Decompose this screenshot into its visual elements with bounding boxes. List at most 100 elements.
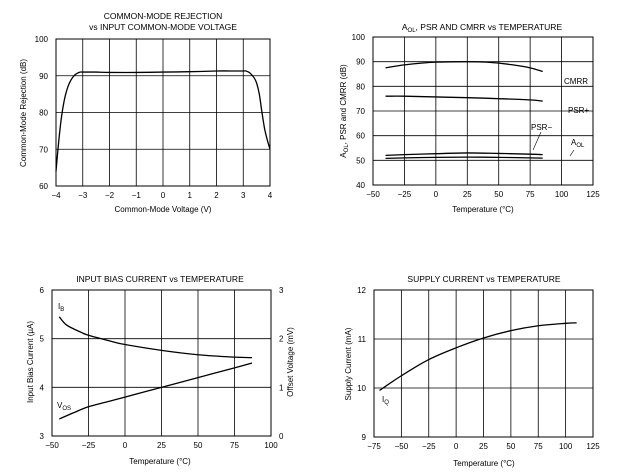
panel-aol-psr-cmrr: AOL, PSR AND CMRR vs TEMPERATURE −50 −25 0… xyxy=(339,22,600,214)
temp-plot-frame xyxy=(372,36,594,186)
bias-right-tick-label: 2 xyxy=(279,335,284,344)
cmr-x-tick-label: 3 xyxy=(241,191,246,200)
temp-y-axis-label: AOL, PSR and CMRR (dB) xyxy=(339,64,350,158)
bias-x-tick-label: −25 xyxy=(82,441,96,450)
ib-annotation: IB xyxy=(58,302,64,313)
panel-cmr: COMMON-MODE REJECTION vs INPUT COMMON-MO… xyxy=(19,11,273,214)
bias-right-tick-label: 1 xyxy=(279,383,284,392)
cmr-x-tick-label: 2 xyxy=(214,191,219,200)
psr-minus-annotation: PSR− xyxy=(531,123,552,132)
temp-y-tick-label: 100 xyxy=(352,33,366,42)
bias-y-tick-label: 5 xyxy=(40,335,45,344)
psr-minus-leader xyxy=(532,131,542,151)
cmr-y-tick-label: 90 xyxy=(39,72,48,81)
cmr-y-tick-label: 80 xyxy=(39,109,48,118)
bias-x-axis-label: Temperature (°C) xyxy=(129,457,191,466)
cmr-x-tick-label: −2 xyxy=(105,191,115,200)
cmr-x-axis-label: Common-Mode Voltage (V) xyxy=(115,205,212,214)
bias-x-tick-label: 50 xyxy=(194,441,203,450)
cmr-x-tick-label: 1 xyxy=(188,191,193,200)
iq-series-line xyxy=(379,322,577,391)
bias-title: INPUT BIAS CURRENT vs TEMPERATURE xyxy=(76,274,244,284)
bias-x-tick-label: 100 xyxy=(264,441,278,450)
temp-x-tick-label: 50 xyxy=(494,190,503,199)
aol-annotation: AOL xyxy=(571,138,585,149)
cmr-x-tick-label: 0 xyxy=(161,191,166,200)
iq-annotation: IQ xyxy=(382,395,389,406)
cmr-x-tick-label: −1 xyxy=(132,191,142,200)
bias-right-tick-labels: 0 1 2 3 xyxy=(279,286,284,441)
cmr-x-tick-labels: −4 −3 −2 −1 0 1 2 3 4 xyxy=(51,191,272,200)
supply-plot-frame xyxy=(373,289,594,438)
supply-y-axis-label: Supply Current (mA) xyxy=(344,327,353,400)
temp-x-axis-label: Temperature (°C) xyxy=(452,205,514,214)
bias-x-tick-label: 0 xyxy=(123,441,128,450)
temp-y-tick-label: 80 xyxy=(356,82,365,91)
supply-gridlines xyxy=(374,290,593,437)
temp-y-tick-label: 90 xyxy=(356,58,365,67)
temp-y-tick-label: 60 xyxy=(356,132,365,141)
temp-x-tick-labels: −50 −25 0 25 50 75 100 125 xyxy=(366,190,600,199)
vos-annotation: VOS xyxy=(57,401,71,412)
supply-x-tick-label: 0 xyxy=(454,442,459,451)
ib-series-line xyxy=(58,316,253,359)
cmr-y-tick-label: 100 xyxy=(35,35,49,44)
cmr-x-tick-label: 4 xyxy=(268,191,273,200)
panel-supply-current: SUPPLY CURRENT vs TEMPERATURE −75 −50 −25 0… xyxy=(344,274,600,468)
bias-y-tick-labels: 3 4 5 6 xyxy=(40,286,45,441)
supply-y-tick-label: 10 xyxy=(357,384,366,393)
temp-y-tick-labels: 40 50 60 70 80 90 100 xyxy=(352,33,366,190)
supply-x-tick-labels: −75 −50 −25 0 25 50 75 100 125 xyxy=(367,442,600,451)
supply-x-tick-label: −50 xyxy=(395,442,409,451)
supply-title: SUPPLY CURRENT vs TEMPERATURE xyxy=(407,274,561,284)
temp-x-tick-label: 100 xyxy=(555,190,569,199)
supply-x-tick-label: 125 xyxy=(586,442,600,451)
supply-y-tick-labels: 9 10 11 12 xyxy=(357,286,366,442)
bias-y-axis-label: Input Bias Current (µA) xyxy=(26,321,35,403)
cmr-x-tick-label: −4 xyxy=(51,191,61,200)
temp-x-tick-label: −50 xyxy=(366,190,380,199)
aol-series-line xyxy=(385,156,543,160)
cmr-x-tick-label: −3 xyxy=(78,191,88,200)
supply-x-tick-label: 25 xyxy=(479,442,488,451)
supply-x-tick-label: 50 xyxy=(506,442,515,451)
bias-y-tick-label: 6 xyxy=(40,286,45,295)
aol-leader xyxy=(569,149,575,157)
temp-gridlines xyxy=(373,37,593,185)
bias-x-tick-label: 75 xyxy=(230,441,239,450)
cmrr-series-line xyxy=(385,61,543,73)
temp-x-tick-label: 0 xyxy=(434,190,439,199)
temp-x-tick-label: −25 xyxy=(398,190,412,199)
cmr-gridlines xyxy=(56,39,270,186)
bias-gridlines xyxy=(52,290,271,436)
supply-x-tick-label: −25 xyxy=(422,442,436,451)
psr-plus-annotation: PSR+ xyxy=(568,106,589,115)
cmr-y-axis-label: Common-Mode Rejection (dB) xyxy=(19,59,28,167)
bias-right-axis-label: Offset Voltage (mV) xyxy=(286,327,295,397)
supply-y-tick-label: 12 xyxy=(357,286,366,295)
supply-x-tick-label: −75 xyxy=(367,442,381,451)
panel-input-bias: INPUT BIAS CURRENT vs TEMPERATURE −50 −25… xyxy=(26,274,295,466)
supply-x-tick-label: 100 xyxy=(559,442,573,451)
bias-right-tick-label: 0 xyxy=(279,432,284,441)
bias-x-tick-label: −50 xyxy=(45,441,59,450)
temp-y-tick-label: 70 xyxy=(356,107,365,116)
psr-plus-series-line xyxy=(385,95,543,102)
cmr-series-line xyxy=(55,70,271,172)
cmr-y-tick-label: 60 xyxy=(39,182,48,191)
cmr-y-tick-label: 70 xyxy=(39,145,48,154)
psr-minus-series-line xyxy=(385,152,543,157)
temp-x-tick-label: 25 xyxy=(463,190,472,199)
bias-y-tick-label: 4 xyxy=(40,383,45,392)
bias-y-tick-label: 3 xyxy=(40,432,45,441)
temp-y-tick-label: 50 xyxy=(356,156,365,165)
cmr-y-tick-labels: 60 70 80 90 100 xyxy=(35,35,49,191)
vos-series-line xyxy=(59,362,253,420)
temp-x-tick-label: 125 xyxy=(586,190,600,199)
bias-x-tick-label: 25 xyxy=(157,441,166,450)
supply-x-tick-label: 75 xyxy=(534,442,543,451)
supply-y-tick-label: 11 xyxy=(358,335,367,344)
bias-plot-frame xyxy=(51,289,272,437)
bias-x-tick-labels: −50 −25 0 25 50 75 100 xyxy=(45,441,278,450)
